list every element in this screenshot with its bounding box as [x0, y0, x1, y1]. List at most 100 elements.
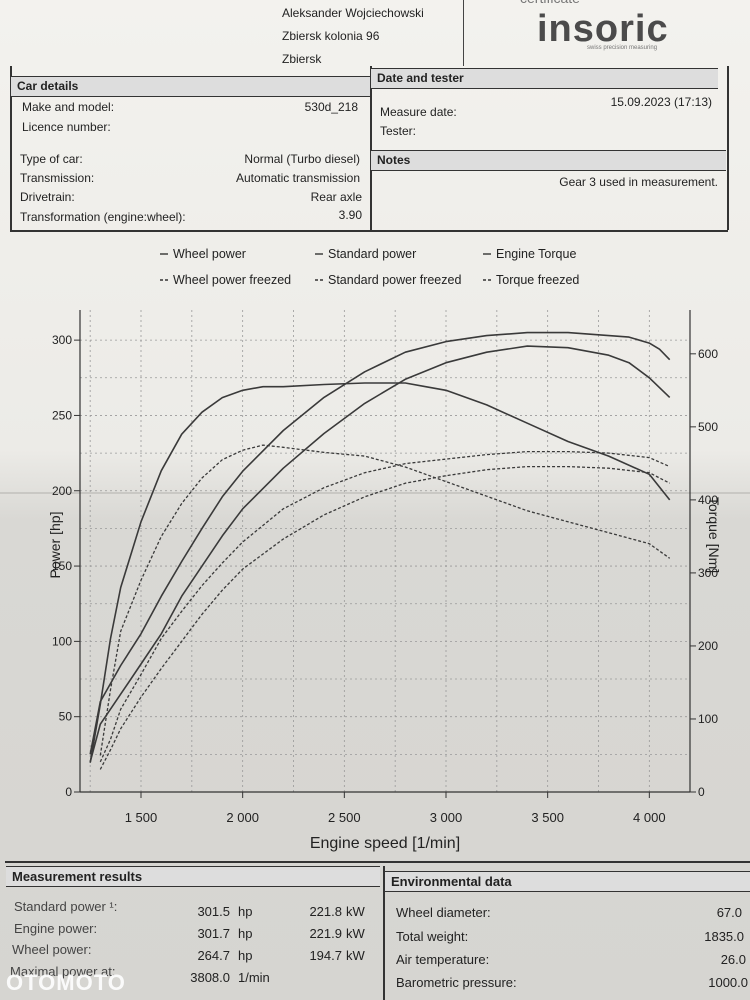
engine-power-hp: 301.7: [197, 926, 230, 941]
standard-power-kw-unit: kW: [346, 904, 365, 919]
legend-item: Wheel power freezed: [173, 273, 291, 287]
x-tick-label: 1 500: [125, 810, 158, 825]
engine-power-label: Engine power:: [14, 921, 98, 936]
max-power-rpm-unit: 1/min: [238, 970, 270, 985]
wheel-power-kw: 194.7: [309, 948, 342, 963]
standard-power-hp-unit: hp: [238, 904, 253, 919]
wheel-power-kw-unit: kW: [346, 948, 365, 963]
frame-bottom: [10, 230, 728, 232]
wheel-power-label: Wheel power:: [12, 942, 92, 957]
owner-street: Zbiersk kolonia 96: [282, 29, 380, 43]
type-value: Normal (Turbo diesel): [244, 152, 360, 166]
y-tick-label: 0: [65, 785, 72, 799]
frame-left: [10, 66, 12, 232]
transformation-value: 3.90: [338, 208, 362, 222]
drivetrain-value: Rear axle: [310, 190, 362, 204]
y2-tick-label: 500: [698, 420, 718, 434]
series-wheel-power-freezed: [99, 465, 670, 770]
legend-item: Torque freezed: [496, 273, 579, 287]
max-power-rpm: 3808.0: [190, 970, 230, 985]
type-label: Type of car:: [20, 152, 83, 166]
chart-axes: 0 50 100 150 200 250 300 0 100 200 300 400 500 600 1 5…: [47, 310, 722, 852]
barometric-pressure-label: Barometric pressure:: [396, 975, 517, 990]
frame-right: [727, 66, 729, 230]
y2-axis-label: Torque [Nm]: [706, 497, 722, 573]
logo-top-text: certificate: [520, 0, 580, 6]
environmental-data-header: Environmental data: [385, 871, 750, 892]
total-weight-value: 1835.0: [704, 929, 744, 944]
x-tick-label: 2 000: [226, 810, 259, 825]
y-tick-label: 50: [59, 710, 73, 724]
air-temperature-value: 26.0: [720, 952, 746, 967]
y-tick-label: 100: [52, 634, 72, 648]
max-power-at-label: Maximal power at:: [10, 964, 116, 979]
series-standard-power-freezed: [99, 450, 670, 763]
car-details-header: Car details: [11, 76, 370, 97]
x-axis-label: Engine speed [1/min]: [310, 835, 460, 852]
legend-item: Standard power freezed: [328, 273, 461, 287]
notes-text: Gear 3 used in measurement.: [559, 175, 718, 189]
y-tick-label: 150: [52, 559, 72, 573]
engine-power-hp-unit: hp: [238, 926, 253, 941]
air-temperature-label: Air temperature:: [396, 952, 490, 967]
y2-tick-label: 200: [698, 639, 718, 653]
series-torque-freezed: [99, 444, 671, 756]
owner-name: Aleksander Wojciechowski: [282, 6, 424, 20]
chart-series: [89, 331, 671, 770]
series-engine-torque: [89, 382, 671, 763]
barometric-pressure-value: 1000.0: [708, 975, 748, 990]
transformation-label: Transformation (engine:wheel):: [20, 210, 186, 224]
series-wheel-power: [89, 345, 671, 763]
series-standard-power: [89, 331, 671, 755]
measure-date-label: Measure date:: [380, 105, 457, 119]
owner-city: Zbiersk: [282, 52, 322, 66]
make-model-value: 530d_218: [304, 100, 358, 114]
notes-header: Notes: [371, 150, 726, 171]
y-tick-label: 200: [52, 484, 72, 498]
y-tick-label: 250: [52, 408, 72, 422]
x-tick-label: 3 500: [531, 810, 564, 825]
drivetrain-label: Drivetrain:: [20, 190, 75, 204]
y2-tick-label: 300: [698, 566, 718, 580]
y2-tick-label: 0: [698, 785, 705, 799]
date-tester-header: Date and tester: [371, 68, 718, 89]
owner-address: Aleksander Wojciechowski Zbiersk kolonia…: [282, 2, 462, 71]
y2-tick-label: 600: [698, 347, 718, 361]
y2-tick-label: 100: [698, 712, 718, 726]
results-divider: [383, 866, 385, 1000]
engine-power-kw-unit: kW: [346, 926, 365, 941]
tester-label: Tester:: [380, 124, 417, 138]
y2-tick-label: 400: [698, 493, 718, 507]
x-tick-label: 3 000: [430, 810, 463, 825]
total-weight-label: Total weight:: [396, 929, 469, 944]
frame-middle: [370, 66, 372, 230]
insoric-logo: insoric: [537, 8, 669, 50]
standard-power-label: Standard power ¹:: [14, 899, 118, 914]
header-divider: [463, 0, 464, 66]
y-axis-label: Power [hp]: [47, 512, 63, 579]
measure-date-value: 15.09.2023 (17:13): [610, 95, 712, 109]
results-top-line: [5, 861, 750, 863]
wheel-diameter-value: 67.0: [716, 905, 742, 920]
x-tick-label: 4 000: [633, 810, 666, 825]
otomoto-watermark: OTOMOTO: [6, 970, 126, 995]
legend-item: Standard power: [328, 247, 416, 261]
y-tick-label: 300: [52, 333, 72, 347]
measurement-results-header: Measurement results: [6, 866, 380, 887]
logo-tagline: swiss precision measuring: [587, 45, 658, 51]
licence-label: Licence number:: [22, 120, 111, 134]
legend-item: Engine Torque: [496, 247, 576, 261]
wheel-power-hp-unit: hp: [238, 948, 253, 963]
standard-power-kw: 221.8: [309, 904, 342, 919]
make-model-label: Make and model:: [22, 100, 115, 114]
engine-power-kw: 221.9: [309, 926, 342, 941]
transmission-value: Automatic transmission: [235, 171, 360, 185]
wheel-diameter-label: Wheel diameter:: [396, 905, 491, 920]
transmission-label: Transmission:: [20, 171, 95, 185]
standard-power-hp: 301.5: [197, 904, 230, 919]
chart-legend: Wheel power Standard power Engine Torque Wh…: [160, 247, 579, 287]
legend-item: Wheel power: [173, 247, 246, 261]
wheel-power-hp: 264.7: [197, 948, 230, 963]
x-tick-label: 2 500: [328, 810, 361, 825]
